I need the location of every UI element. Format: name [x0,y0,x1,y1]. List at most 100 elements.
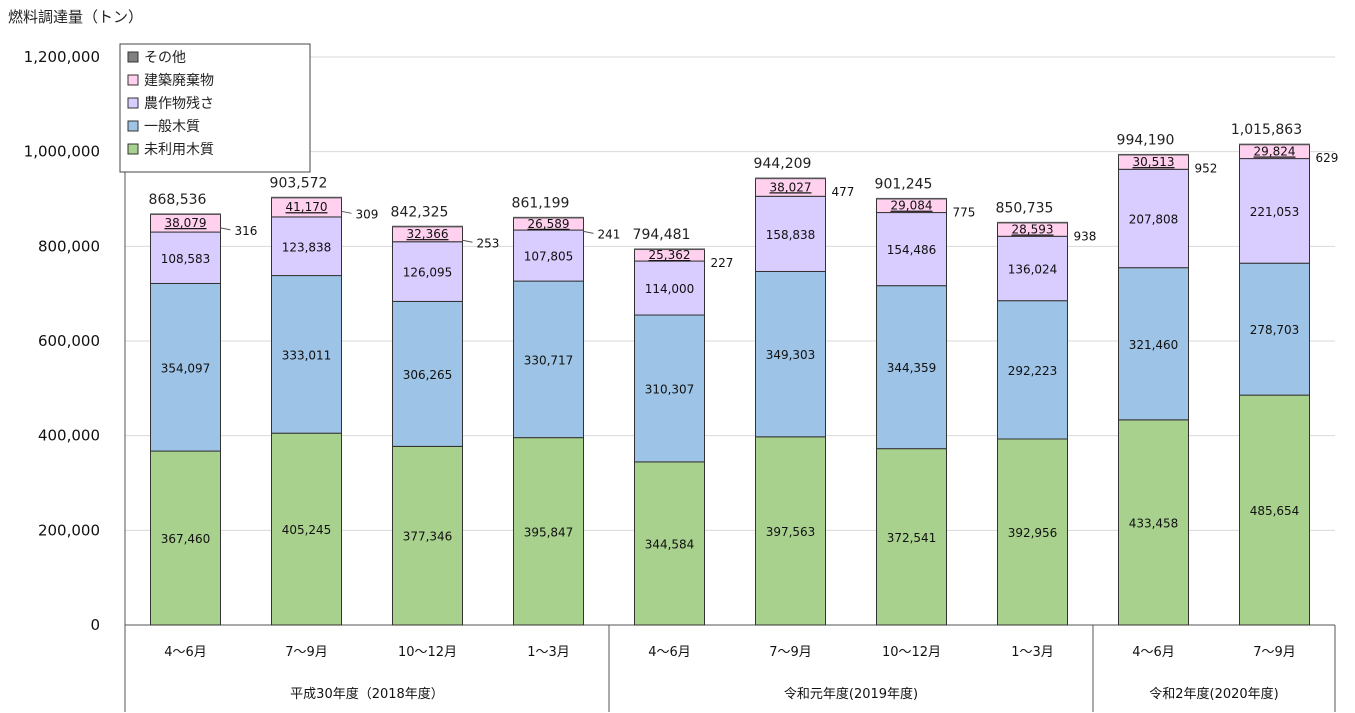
x-tick-label: 7～9月 [769,645,812,660]
total-label: 994,190 [1117,132,1175,148]
data-label: 306,265 [403,368,453,382]
bar-segment [1239,262,1310,396]
data-label-other: 938 [1074,229,1097,243]
y-tick-label: 800,000 [38,237,100,255]
bar-segment [755,270,826,438]
y-tick-label: 400,000 [38,427,100,445]
legend-label: 未利用木質 [144,142,214,158]
legend-swatch [127,143,139,155]
bar-segment [392,241,463,302]
data-label: 38,027 [770,180,812,194]
y-tick-label: 1,000,000 [24,143,100,161]
data-label: 32,366 [407,227,449,241]
bar-segment [513,216,584,219]
bar-segment [876,285,947,450]
data-label: 485,654 [1250,504,1300,518]
data-label: 123,838 [282,240,332,254]
bar-segment [876,212,947,287]
bar-segment [634,248,705,251]
legend-label: その他 [144,50,186,66]
data-label: 29,084 [891,199,933,213]
y-axis-title: 燃料調達量（トン） [8,8,143,26]
x-tick-label: 4～6月 [1132,645,1175,660]
data-label: 30,513 [1133,155,1175,169]
x-group-label: 令和元年度(2019年度) [784,686,918,702]
data-label: 377,346 [403,530,453,544]
data-label: 344,584 [645,537,695,551]
data-label: 29,824 [1254,145,1296,159]
bar-segment [634,461,705,626]
bar-segment [997,300,1068,440]
data-label: 108,583 [161,252,211,266]
total-label: 944,209 [754,156,812,172]
data-label: 107,805 [524,250,574,264]
data-label: 136,024 [1008,262,1058,276]
x-group-label: 令和2年度(2020年度) [1149,686,1279,702]
data-label: 405,245 [282,523,332,537]
total-label: 901,245 [875,176,933,192]
bar-segment [1118,267,1189,421]
bar-segment [755,195,826,272]
data-label: 433,458 [1129,516,1179,530]
data-label-other: 952 [1195,161,1218,175]
y-tick-label: 0 [90,616,100,634]
bar-segment [1118,168,1189,269]
data-label: 310,307 [645,382,695,396]
legend-label: 一般木質 [144,119,200,135]
data-label: 330,717 [524,353,574,367]
bar-segment [997,235,1068,302]
bar-segment [150,231,221,284]
data-label: 344,359 [887,361,937,375]
data-label-other: 241 [598,227,621,241]
total-label: 794,481 [633,227,691,243]
data-label: 372,541 [887,531,937,545]
data-label: 41,170 [286,200,328,214]
bar-segment [1118,153,1189,156]
total-label: 903,572 [270,175,328,191]
data-label: 158,838 [766,228,816,242]
total-label: 868,536 [149,192,207,208]
data-label-other: 253 [477,236,500,250]
y-tick-label: 200,000 [38,521,100,539]
data-label: 395,847 [524,525,574,539]
data-label: 28,593 [1012,223,1054,237]
data-label-other: 775 [953,205,976,219]
total-label: 1,015,863 [1231,122,1302,138]
x-tick-label: 7～9月 [1253,645,1296,660]
x-tick-label: 10～12月 [398,645,457,660]
y-tick-label: 600,000 [38,332,100,350]
legend-swatch [127,74,139,86]
total-label: 861,199 [512,195,570,211]
data-label: 392,956 [1008,526,1058,540]
bar-segment [1239,394,1310,626]
leader-line [341,210,352,214]
bar-segment [755,177,826,180]
data-label-other: 477 [832,185,855,199]
data-label-other: 227 [711,256,734,270]
bar-segment [634,260,705,316]
bar-segment [1239,158,1310,264]
bar-segment [876,448,947,626]
bar-segment [513,280,584,439]
bar-segment [392,445,463,626]
x-group-label: 平成30年度（2018年度） [290,686,444,702]
data-label: 25,362 [649,248,691,262]
data-label: 207,808 [1129,212,1179,226]
bar-segment [271,196,342,199]
data-label: 154,486 [887,243,937,257]
data-label: 367,460 [161,532,211,546]
data-label: 354,097 [161,361,211,375]
bar-segment [997,221,1068,224]
bar-segment [997,438,1068,626]
legend-swatch [127,120,139,132]
legend-box [119,43,311,173]
leader-line [462,239,473,243]
bar-segment [392,225,463,228]
data-label: 321,460 [1129,338,1179,352]
bar-segment [392,300,463,447]
x-tick-label: 1～3月 [1011,645,1054,660]
leader-line [583,230,594,234]
x-tick-label: 4～6月 [164,645,207,660]
x-tick-label: 4～6月 [648,645,691,660]
